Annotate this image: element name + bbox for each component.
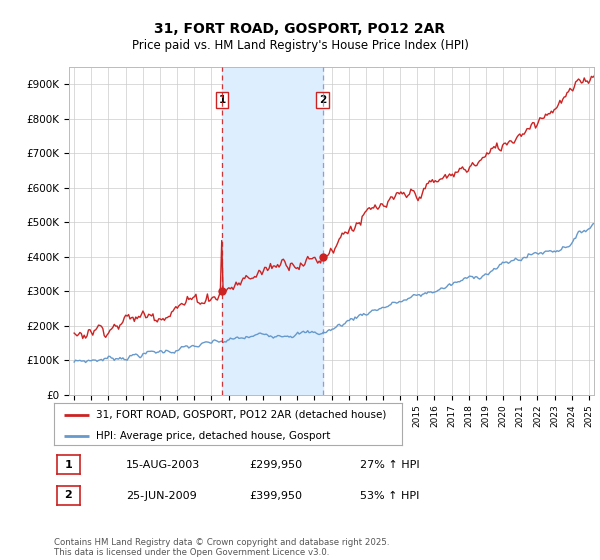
Text: 25-JUN-2009: 25-JUN-2009 xyxy=(126,491,197,501)
Text: 31, FORT ROAD, GOSPORT, PO12 2AR (detached house): 31, FORT ROAD, GOSPORT, PO12 2AR (detach… xyxy=(96,410,386,420)
Text: £399,950: £399,950 xyxy=(249,491,302,501)
Text: 15-AUG-2003: 15-AUG-2003 xyxy=(126,460,200,470)
Text: 27% ↑ HPI: 27% ↑ HPI xyxy=(360,460,419,470)
Text: 1: 1 xyxy=(65,460,72,469)
Point xyxy=(85,412,92,418)
Text: 2: 2 xyxy=(65,491,72,500)
Text: Price paid vs. HM Land Registry's House Price Index (HPI): Price paid vs. HM Land Registry's House … xyxy=(131,39,469,52)
Point xyxy=(61,432,68,439)
Text: Contains HM Land Registry data © Crown copyright and database right 2025.
This d: Contains HM Land Registry data © Crown c… xyxy=(54,538,389,557)
Text: 1: 1 xyxy=(218,95,226,105)
Text: £299,950: £299,950 xyxy=(249,460,302,470)
Bar xyxy=(222,67,323,395)
Text: 53% ↑ HPI: 53% ↑ HPI xyxy=(360,491,419,501)
Point xyxy=(61,412,68,418)
Text: HPI: Average price, detached house, Gosport: HPI: Average price, detached house, Gosp… xyxy=(96,431,330,441)
Point xyxy=(85,432,92,439)
Text: 2: 2 xyxy=(319,95,326,105)
Text: 31, FORT ROAD, GOSPORT, PO12 2AR: 31, FORT ROAD, GOSPORT, PO12 2AR xyxy=(154,22,446,36)
